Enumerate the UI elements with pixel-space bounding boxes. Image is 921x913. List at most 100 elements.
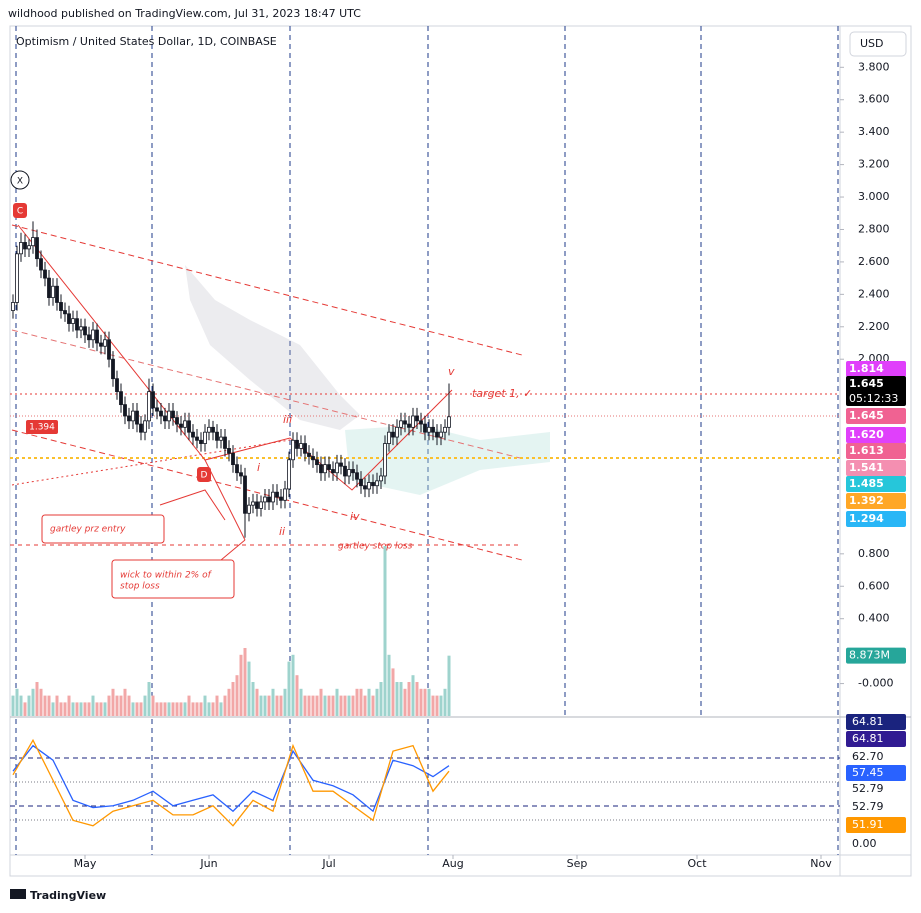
candle-body [183, 420, 187, 428]
annotation: gartley prz entry [50, 525, 126, 535]
candle-body [419, 420, 423, 425]
candle-body [87, 334, 91, 341]
volume-bar [315, 695, 319, 716]
y-tick-label: 3.000 [858, 190, 890, 203]
candle-body [75, 318, 79, 331]
volume-bar [63, 702, 67, 716]
volume-bar [195, 702, 199, 716]
candle-body [275, 491, 279, 498]
volume-bar [143, 695, 147, 716]
volume-bar [383, 546, 387, 716]
volume-bar [163, 702, 167, 716]
volume-bar [275, 695, 279, 716]
volume-bar [255, 688, 259, 716]
candle-body [83, 326, 87, 336]
y-tick-label: 2.400 [858, 287, 890, 300]
price-label: 1.645 [849, 377, 884, 390]
candle-body [291, 439, 295, 461]
volume-bar [235, 675, 239, 716]
volume-bar [215, 695, 219, 716]
candle-body [383, 443, 387, 477]
candle-body [135, 410, 139, 425]
volume-bar [399, 682, 403, 716]
currency-button[interactable] [849, 31, 907, 57]
volume-bar [139, 702, 143, 716]
candle-body [123, 404, 127, 417]
candle-body [235, 464, 239, 474]
candle-body [331, 469, 335, 474]
volume-bar [279, 695, 283, 716]
volume-bar [159, 702, 163, 716]
candle-body [207, 426, 211, 433]
volume-bar [207, 702, 211, 716]
price-label-box [846, 460, 906, 476]
candle-body [295, 439, 299, 449]
oscillator-label-box [846, 731, 906, 747]
candle-body [299, 443, 303, 449]
volume-bar [147, 682, 151, 716]
candle-body [443, 426, 447, 433]
candle-body [435, 431, 439, 438]
volume-bar [419, 688, 423, 716]
candle-body [263, 496, 267, 503]
candle-body [343, 465, 347, 477]
price-label: 1.620 [849, 428, 884, 441]
candle-body [267, 496, 271, 503]
volume-bar [203, 695, 207, 716]
currency[interactable]: USD [860, 37, 884, 50]
volume-bar [431, 695, 435, 716]
header: wildhood published on TradingView.com, J… [8, 7, 361, 20]
candle-body [55, 285, 59, 303]
chart-title: Optimism / United States Dollar, 1D, COI… [16, 35, 277, 48]
volume-bar [347, 695, 351, 716]
y-tick-label: 3.600 [858, 93, 890, 106]
price-label-box [846, 408, 906, 424]
candle-body [155, 407, 159, 412]
volume-bar [55, 695, 59, 716]
note-box [111, 559, 235, 599]
candle-body [359, 478, 363, 487]
volume-bar [367, 688, 371, 716]
candle-body [67, 313, 71, 324]
annotation: target 1, ✓ [472, 387, 532, 400]
candle-body [187, 420, 191, 433]
price-label-box [846, 511, 906, 527]
volume-bar [339, 695, 343, 716]
price-label: 1.814 [849, 362, 884, 375]
candle-body [147, 391, 151, 422]
candle-body [231, 452, 235, 466]
volume-bar [103, 702, 107, 716]
price-label: 1.541 [849, 461, 884, 474]
volume-bar [119, 695, 123, 716]
candle-body [239, 472, 243, 477]
candle-body [375, 480, 379, 487]
volume-bar [363, 695, 367, 716]
candle-body [127, 415, 131, 422]
volume-bar [447, 655, 451, 716]
volume-bar [371, 695, 375, 716]
volume-bar [135, 702, 139, 716]
candle-body [91, 329, 95, 341]
price-label-box [846, 427, 906, 443]
oscillator-line [12, 744, 450, 813]
volume-bar [355, 688, 359, 716]
candle-body [351, 469, 355, 474]
frame [9, 25, 912, 877]
oscillator-label: 52.79 [852, 800, 884, 813]
volume-bar [131, 702, 135, 716]
candle-body [179, 423, 183, 428]
x-tick-label: Jun [199, 857, 217, 870]
candle-body [307, 452, 311, 457]
volume-bar [123, 688, 127, 716]
candle-body [203, 431, 207, 444]
candle-body [159, 410, 163, 417]
volume-bar [127, 695, 131, 716]
x-tick-label: Aug [442, 857, 463, 870]
cloud [185, 265, 360, 430]
volume-bar [15, 688, 19, 716]
price-label-box [846, 376, 906, 406]
volume-bar [231, 682, 235, 716]
candle-body [199, 439, 203, 444]
badge-label: C [17, 207, 23, 217]
oscillator-label: 64.81 [852, 732, 884, 745]
